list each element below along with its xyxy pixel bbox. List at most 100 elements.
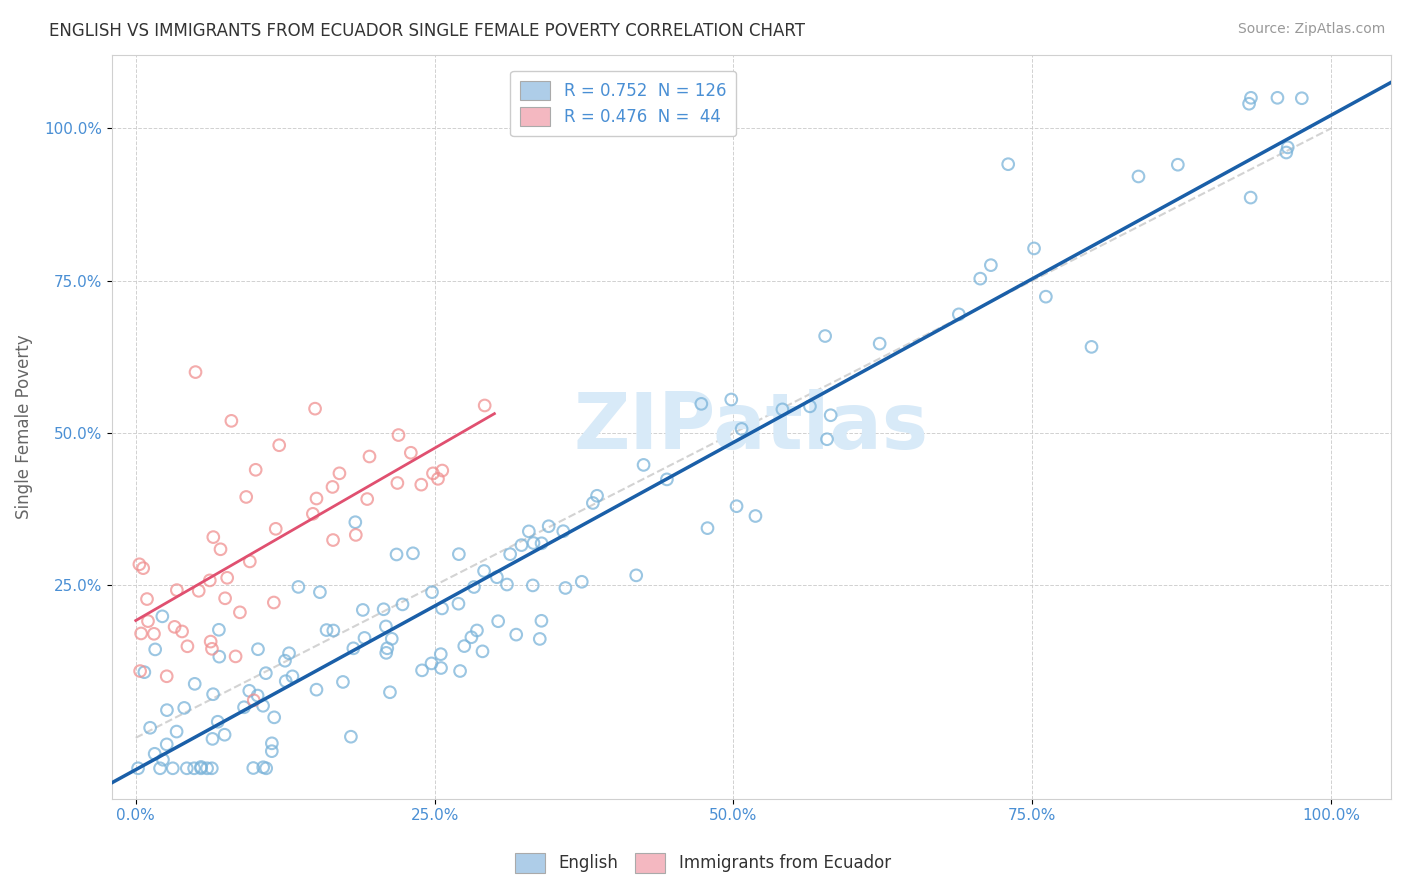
Point	[156, 669, 179, 683]
Point	[315, 623, 337, 637]
Point	[517, 524, 540, 539]
Point	[304, 401, 326, 416]
Point	[198, 574, 221, 588]
Point	[322, 624, 344, 638]
Point	[309, 585, 332, 599]
Point	[427, 472, 450, 486]
Point	[340, 730, 363, 744]
Point	[869, 336, 891, 351]
Point	[359, 450, 381, 464]
Point	[163, 620, 186, 634]
Point	[149, 761, 172, 775]
Point	[252, 760, 274, 774]
Point	[1080, 340, 1102, 354]
Point	[1267, 91, 1289, 105]
Point	[344, 515, 367, 529]
Point	[201, 731, 224, 746]
Point	[1237, 96, 1260, 111]
Point	[655, 472, 678, 486]
Point	[235, 490, 257, 504]
Point	[305, 491, 328, 506]
Point	[263, 595, 285, 609]
Point	[420, 657, 443, 671]
Point	[252, 698, 274, 713]
Point	[353, 631, 375, 645]
Point	[208, 649, 231, 664]
Point	[176, 761, 198, 775]
Point	[997, 157, 1019, 171]
Point	[139, 721, 162, 735]
Point	[696, 521, 718, 535]
Point	[274, 674, 297, 689]
Point	[378, 685, 401, 699]
Point	[820, 409, 842, 423]
Point	[554, 581, 576, 595]
Point	[217, 571, 239, 585]
Point	[1291, 91, 1313, 105]
Point	[269, 438, 291, 452]
Point	[420, 585, 443, 599]
Point	[287, 580, 309, 594]
Point	[690, 397, 713, 411]
Point	[1240, 191, 1263, 205]
Point	[510, 538, 533, 552]
Point	[1240, 91, 1263, 105]
Point	[815, 432, 838, 446]
Point	[356, 491, 378, 506]
Point	[239, 554, 262, 568]
Point	[471, 644, 494, 658]
Point	[799, 400, 821, 414]
Point	[278, 646, 301, 660]
Point	[571, 574, 593, 589]
Point	[321, 480, 343, 494]
Point	[1277, 140, 1299, 154]
Point	[281, 669, 304, 683]
Point	[184, 365, 207, 379]
Point	[305, 682, 328, 697]
Point	[373, 602, 395, 616]
Point	[322, 533, 344, 547]
Point	[391, 598, 413, 612]
Point	[128, 558, 150, 572]
Point	[770, 402, 793, 417]
Point	[730, 422, 752, 436]
Point	[263, 710, 285, 724]
Point	[496, 577, 519, 591]
Point	[200, 634, 222, 648]
Point	[132, 561, 155, 575]
Point	[980, 258, 1002, 272]
Point	[529, 632, 551, 646]
Point	[465, 624, 488, 638]
Point	[332, 675, 354, 690]
Point	[411, 477, 433, 491]
Point	[381, 632, 404, 646]
Point	[530, 536, 553, 550]
Point	[170, 624, 193, 639]
Point	[352, 603, 374, 617]
Point	[486, 614, 509, 628]
Point	[190, 760, 212, 774]
Point	[245, 463, 267, 477]
Point	[143, 627, 166, 641]
Point	[176, 640, 198, 654]
Point	[201, 641, 224, 656]
Point	[183, 761, 205, 775]
Point	[744, 508, 766, 523]
Text: Source: ZipAtlas.com: Source: ZipAtlas.com	[1237, 22, 1385, 37]
Point	[274, 654, 297, 668]
Point	[1128, 169, 1150, 184]
Point	[242, 761, 264, 775]
Point	[173, 701, 195, 715]
Point	[411, 664, 433, 678]
Point	[208, 623, 231, 637]
Point	[202, 687, 225, 701]
Point	[720, 392, 742, 407]
Point	[209, 542, 232, 557]
Point	[136, 592, 159, 607]
Point	[422, 467, 444, 481]
Text: ENGLISH VS IMMIGRANTS FROM ECUADOR SINGLE FEMALE POVERTY CORRELATION CHART: ENGLISH VS IMMIGRANTS FROM ECUADOR SINGL…	[49, 22, 806, 40]
Point	[626, 568, 648, 582]
Text: ZIPatlas: ZIPatlas	[574, 389, 929, 465]
Point	[254, 666, 277, 681]
Point	[387, 428, 409, 442]
